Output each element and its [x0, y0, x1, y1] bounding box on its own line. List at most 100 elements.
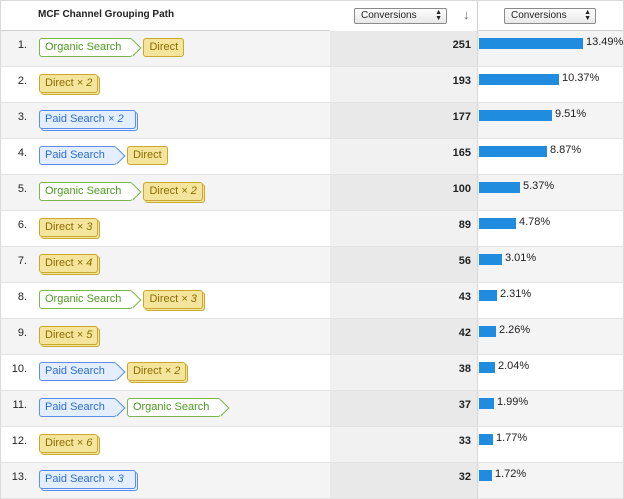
row-index: 9. [17, 327, 27, 339]
path-step-direct[interactable]: Direct × 3 [39, 218, 99, 237]
conversions-value: 32 [458, 471, 471, 483]
channel-path: Paid Search Organic Search [39, 398, 227, 420]
table-body: 1. Organic Search Direct 251 13.49% 2. Direct … [1, 31, 623, 499]
channel-path: Paid Search Direct × 2 [39, 362, 187, 384]
sort-descending-icon[interactable]: ↓ [463, 7, 470, 22]
path-step-paid[interactable]: Paid Search × 2 [39, 110, 136, 129]
table-row[interactable]: 1. Organic Search Direct 251 13.49% [1, 31, 623, 67]
path-column-header[interactable]: MCF Channel Grouping Path [38, 9, 175, 20]
path-step-direct[interactable]: Direct × 4 [39, 254, 99, 273]
row-index: 7. [17, 255, 27, 267]
table-row[interactable]: 4. Paid Search Direct 165 8.87% [1, 139, 623, 175]
conversions-value: 177 [452, 111, 471, 123]
path-step-multiplier: × 2 [108, 113, 124, 125]
conversions-value: 43 [458, 291, 471, 303]
percent-bar [479, 326, 496, 337]
conversions-value: 100 [452, 183, 471, 195]
table-row[interactable]: 2. Direct × 2 193 10.37% [1, 67, 623, 103]
percent-bar-cell: 2.26% [478, 319, 623, 354]
percent-bar-cell: 2.04% [478, 355, 623, 390]
percent-value: 2.31% [500, 288, 532, 300]
row-index: 5. [17, 183, 27, 195]
conversions-cell [330, 247, 478, 282]
path-step-paid[interactable]: Paid Search [39, 362, 117, 381]
path-step-label: Organic Search [132, 401, 210, 413]
path-step-organic[interactable]: Organic Search [126, 398, 222, 417]
conversions-cell [330, 211, 478, 246]
path-step-label: Organic Search [45, 41, 122, 53]
row-index: 1. [17, 39, 27, 51]
path-step-direct[interactable]: Direct × 2 [143, 182, 203, 201]
path-step-direct[interactable]: Direct × 5 [39, 326, 99, 345]
percent-value: 1.72% [495, 468, 527, 480]
percent-bar [479, 398, 494, 409]
percent-bar-cell: 2.31% [478, 283, 623, 318]
path-step-multiplier: × 2 [164, 365, 181, 377]
table-row[interactable]: 9. Direct × 5 42 2.26% [1, 319, 623, 355]
path-step-label: Direct [45, 221, 74, 233]
path-step-multiplier: × 6 [76, 437, 93, 449]
path-step-label: Organic Search [45, 293, 122, 305]
path-step-direct[interactable]: Direct × 6 [39, 434, 99, 453]
path-step-label: Direct [132, 365, 162, 377]
table-row[interactable]: 3. Paid Search × 2 177 9.51% [1, 103, 623, 139]
path-step-label: Paid Search [45, 149, 105, 161]
table-row[interactable]: 7. Direct × 4 56 3.01% [1, 247, 623, 283]
path-step-organic[interactable]: Organic Search [39, 182, 134, 201]
percent-value: 13.49% [586, 36, 624, 48]
path-step-paid[interactable]: Paid Search [39, 146, 117, 165]
bar-metric-select[interactable]: Conversions ▲ ▼ [504, 8, 596, 24]
percent-bar [479, 290, 497, 301]
path-step-direct[interactable]: Direct × 2 [39, 74, 99, 93]
path-step-multiplier: × 5 [76, 329, 93, 341]
row-index: 10. [11, 363, 27, 375]
path-step-direct[interactable]: Direct [143, 38, 185, 57]
path-step-label: Paid Search [45, 473, 105, 485]
percent-value: 9.51% [555, 108, 587, 120]
table-row[interactable]: 12. Direct × 6 33 1.77% [1, 427, 623, 463]
conversions-value: 33 [458, 435, 471, 447]
path-step-label: Direct [149, 293, 179, 305]
path-step-label: Direct [149, 41, 179, 53]
path-step-organic[interactable]: Organic Search [39, 38, 134, 57]
path-step-multiplier: × 2 [76, 77, 93, 89]
table-row[interactable]: 11. Paid Search Organic Search 37 1.99% [1, 391, 623, 427]
path-step-label: Direct [149, 185, 179, 197]
path-step-label: Direct [45, 329, 74, 341]
conversions-cell [330, 139, 478, 174]
channel-path: Direct × 4 [39, 254, 99, 276]
conversions-cell [330, 463, 478, 498]
path-step-direct[interactable]: Direct × 2 [126, 362, 187, 381]
path-step-label: Direct [45, 437, 74, 449]
table-row[interactable]: 8. Organic Search Direct × 3 43 2.31% [1, 283, 623, 319]
percent-bar [479, 254, 502, 265]
percent-bar [479, 470, 492, 481]
table-row[interactable]: 13. Paid Search × 3 32 1.72% [1, 463, 623, 499]
path-step-paid[interactable]: Paid Search [39, 398, 117, 417]
table-row[interactable]: 5. Organic Search Direct × 2 100 5.37% [1, 175, 623, 211]
percent-bar-cell: 1.72% [478, 463, 623, 498]
percent-bar [479, 38, 583, 49]
row-index: 11. [12, 399, 27, 411]
channel-path: Organic Search Direct [39, 38, 185, 60]
conversions-cell [330, 319, 478, 354]
metric-select[interactable]: Conversions ▲ ▼ [354, 8, 447, 24]
conversions-value: 251 [452, 39, 471, 51]
path-step-multiplier: × 2 [181, 185, 197, 197]
conversions-cell [330, 175, 478, 210]
row-index: 8. [17, 291, 27, 303]
conversions-value: 56 [458, 255, 471, 267]
path-step-organic[interactable]: Organic Search [39, 290, 134, 309]
path-step-paid[interactable]: Paid Search × 3 [39, 470, 136, 489]
conversions-cell [330, 427, 478, 462]
path-step-direct[interactable]: Direct [126, 146, 168, 165]
percent-bar-cell: 1.77% [478, 427, 623, 462]
conversions-cell [330, 355, 478, 390]
path-step-direct[interactable]: Direct × 3 [143, 290, 203, 309]
row-index: 6. [17, 219, 27, 231]
table-row[interactable]: 6. Direct × 3 89 4.78% [1, 211, 623, 247]
channel-path: Paid Search Direct [39, 146, 168, 168]
table-row[interactable]: 10. Paid Search Direct × 2 38 2.04% [1, 355, 623, 391]
channel-path: Direct × 5 [39, 326, 99, 348]
path-step-label: Direct [45, 257, 74, 269]
